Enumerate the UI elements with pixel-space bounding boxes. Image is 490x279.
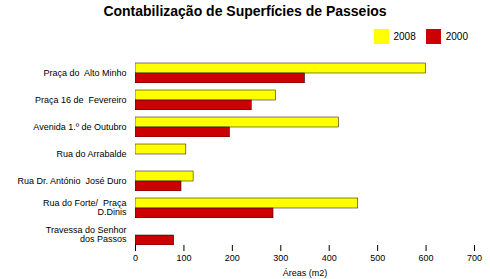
svg-text:200: 200: [225, 253, 240, 263]
svg-text:400: 400: [322, 253, 337, 263]
svg-text:Rua do Forte/ Praça D.Dini: Rua do Forte/ Praça D.Dinis: [43, 198, 127, 217]
html-text:2000: 2000: [445, 31, 468, 42]
svg-text:Rua Dr. António José Duro: Rua Dr. António José Duro: [17, 176, 126, 186]
svg-text:100: 100: [176, 253, 191, 263]
svg-text:Rua do Arrabalde: Rua do Arrabalde: [56, 149, 126, 159]
html-text:Contabilização de Superfícies: Contabilização de Superfícies de Passeio…: [103, 3, 387, 19]
svg-text:0: 0: [133, 253, 138, 263]
svg-text:700: 700: [467, 253, 482, 263]
svg-text:Praça do Alto Minho: Praça do Alto Minho: [43, 68, 126, 78]
svg-text:Travessa do Senhordos Passos: Travessa do Senhordos Passos: [46, 225, 127, 244]
svg-text:Áreas (m2): Áreas (m2): [283, 268, 328, 278]
svg-text:Praça 16 de Fevereiro: Praça 16 de Fevereiro: [35, 95, 127, 105]
svg-text:600: 600: [419, 253, 434, 263]
html-text:2008: 2008: [393, 31, 416, 42]
svg-text:Avenida 1.º de Outubro: Avenida 1.º de Outubro: [33, 122, 126, 132]
svg-text:300: 300: [273, 253, 288, 263]
svg-text:500: 500: [370, 253, 385, 263]
